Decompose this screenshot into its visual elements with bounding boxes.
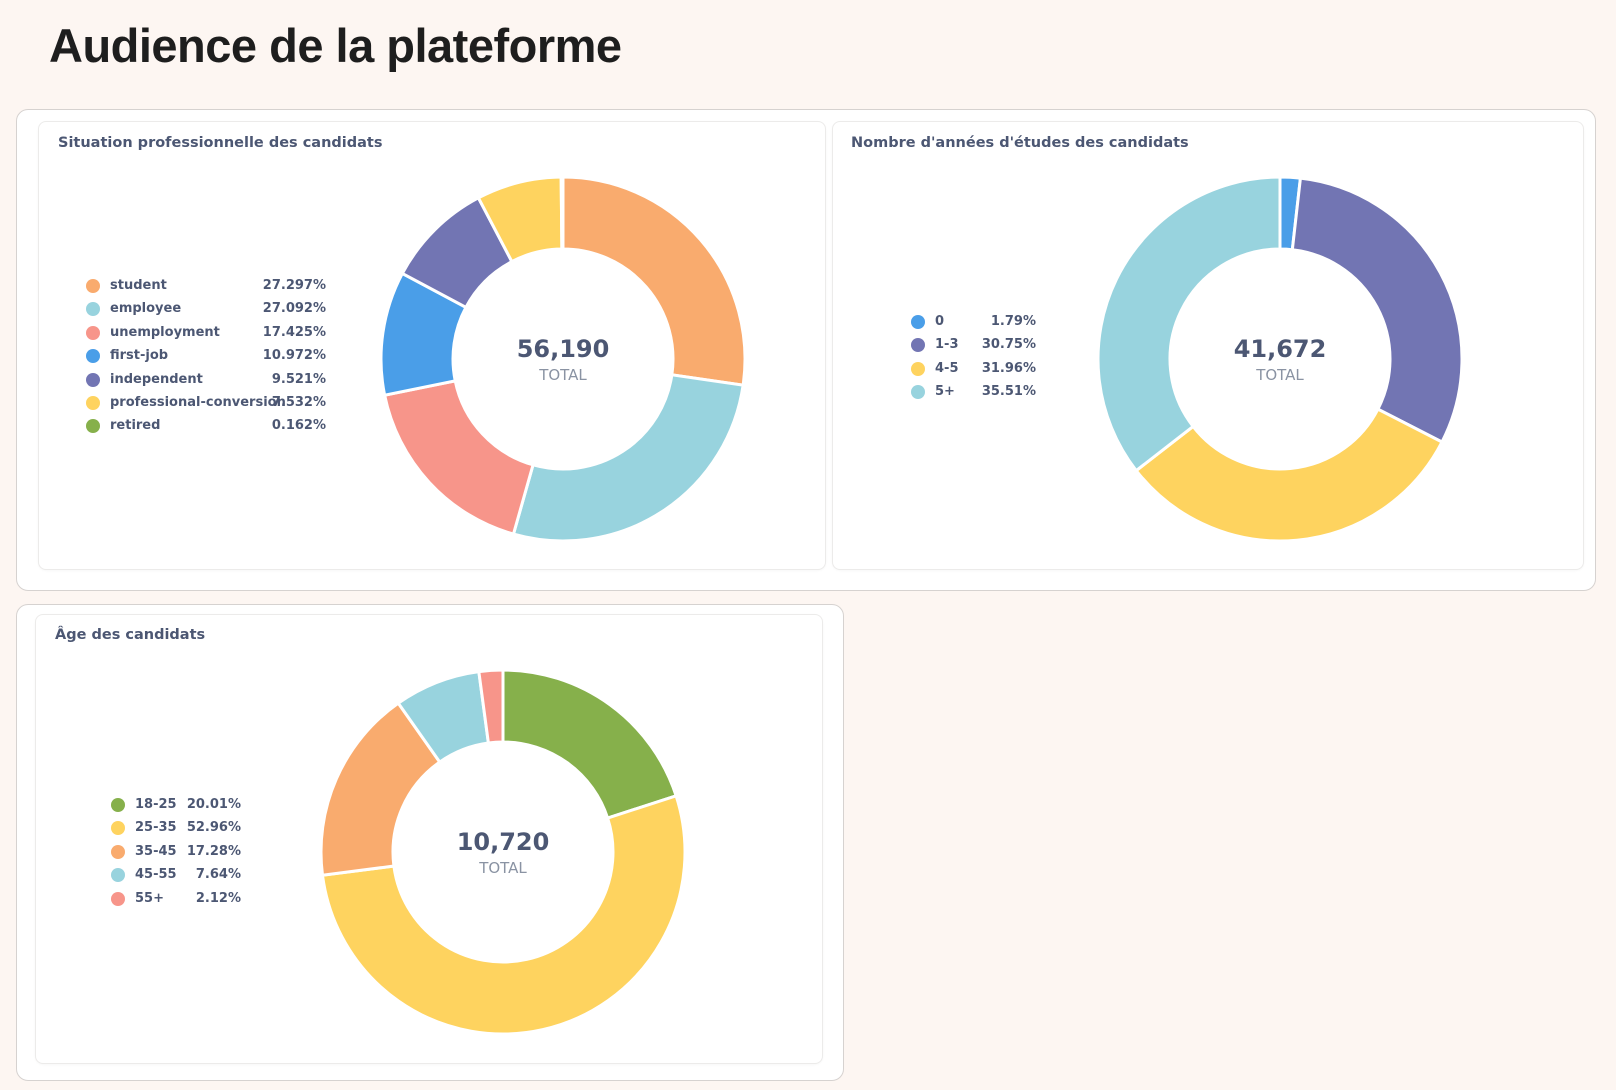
- chart-card-etudes[interactable]: Nombre d'années d'études des candidats 0…: [832, 121, 1584, 570]
- donut-slice-4-5[interactable]: [1134, 407, 1444, 543]
- legend-item-professional-conversion[interactable]: professional-conversion 7.532%: [86, 393, 326, 413]
- card-title-etudes: Nombre d'années d'études des candidats: [851, 135, 1189, 151]
- legend-percentage: 35.51%: [981, 384, 1036, 400]
- legend-swatch: [911, 385, 925, 400]
- legend-swatch: [86, 396, 100, 410]
- legend-swatch: [911, 315, 925, 329]
- donut-total-label: TOTAL: [478, 859, 527, 877]
- legend-label: first-job: [110, 348, 169, 364]
- legend-swatch: [111, 821, 125, 836]
- legend-percentage: 7.532%: [271, 395, 326, 410]
- legend-item-45-55[interactable]: 45-55 7.64%: [111, 865, 241, 885]
- legend-label: 55+: [135, 890, 164, 906]
- legend-percentage: 17.28%: [186, 843, 241, 859]
- donut-chart-age: 10,720 TOTAL: [319, 668, 687, 1036]
- legend-item-4-5[interactable]: 4-5 31.96%: [911, 359, 1036, 379]
- legend-swatch: [86, 349, 100, 364]
- legend-percentage: 27.092%: [262, 301, 326, 317]
- donut-total-value: 56,190: [517, 335, 610, 363]
- legend-percentage: 52.96%: [186, 820, 241, 836]
- page-title: Audience de la plateforme: [49, 19, 622, 72]
- legend-percentage: 7.64%: [195, 867, 241, 883]
- legend-label: 25-35: [135, 820, 177, 836]
- legend-percentage: 1.79%: [990, 314, 1036, 329]
- legend-label: retired: [110, 418, 161, 434]
- donut-slice-student[interactable]: [561, 175, 747, 387]
- legend-age: 18-25 20.01% 25-35 52.96% 35-45 17.28% 45-55 7.…: [111, 795, 241, 915]
- legend-swatch: [86, 372, 100, 387]
- legend-item-5[interactable]: 5+ 35.51%: [911, 382, 1036, 402]
- donut-slice-55[interactable]: [477, 668, 505, 745]
- donut-slice-unemployment[interactable]: [382, 379, 535, 536]
- legend-swatch: [86, 325, 100, 340]
- legend-label: 18-25: [135, 797, 177, 812]
- legend-swatch: [111, 844, 125, 859]
- donut-chart-situation: 56,190 TOTAL: [379, 175, 747, 543]
- card-title-situation: Situation professionnelle des candidats: [58, 135, 383, 151]
- donut-total-value: 41,672: [1234, 335, 1327, 363]
- legend-item-retired[interactable]: retired 0.162%: [86, 416, 326, 436]
- legend-item-employee[interactable]: employee 27.092%: [86, 299, 326, 319]
- donut-slice-retired[interactable]: [559, 175, 565, 251]
- donut-total-value: 10,720: [457, 828, 550, 856]
- legend-percentage: 9.521%: [271, 371, 326, 387]
- legend-label: 5+: [935, 384, 955, 400]
- legend-percentage: 30.75%: [981, 337, 1036, 353]
- donut-slice-25-35[interactable]: [320, 793, 687, 1036]
- legend-item-1-3[interactable]: 1-3 30.75%: [911, 335, 1036, 355]
- legend-swatch: [111, 798, 125, 812]
- legend-item-student[interactable]: student 27.297%: [86, 276, 326, 296]
- legend-label: 1-3: [935, 337, 959, 353]
- legend-swatch: [111, 868, 125, 883]
- donut-slice-1-3[interactable]: [1290, 176, 1464, 445]
- legend-label: unemployment: [110, 324, 220, 340]
- legend-label: professional-conversion: [110, 395, 286, 410]
- legend-item-35-45[interactable]: 35-45 17.28%: [111, 842, 241, 862]
- chart-card-situation[interactable]: Situation professionnelle des candidats …: [38, 121, 826, 570]
- legend-item-unemployment[interactable]: unemployment 17.425%: [86, 323, 326, 343]
- legend-percentage: 10.972%: [262, 348, 326, 364]
- legend-item-55[interactable]: 55+ 2.12%: [111, 889, 241, 909]
- legend-percentage: 0.162%: [271, 418, 326, 434]
- donut-slice-employee[interactable]: [511, 373, 745, 543]
- legend-situation: student 27.297% employee 27.092% unemploymen…: [86, 276, 326, 436]
- donut-total-label: TOTAL: [538, 366, 587, 384]
- legend-label: employee: [110, 301, 182, 317]
- legend-swatch: [911, 361, 925, 376]
- legend-label: 45-55: [135, 867, 177, 883]
- card-title-age: Âge des candidats: [55, 627, 206, 643]
- legend-item-first-job[interactable]: first-job 10.972%: [86, 346, 326, 366]
- legend-label: student: [110, 278, 167, 293]
- legend-item-independent[interactable]: independent 9.521%: [86, 370, 326, 390]
- donut-chart-etudes: 41,672 TOTAL: [1096, 175, 1464, 543]
- legend-item-25-35[interactable]: 25-35 52.96%: [111, 818, 241, 838]
- legend-label: 0: [935, 314, 945, 329]
- legend-label: 35-45: [135, 843, 177, 859]
- chart-card-age[interactable]: Âge des candidats 18-25 20.01% 25-35 52.96%…: [35, 614, 823, 1064]
- donut-slice-5[interactable]: [1096, 175, 1282, 473]
- donut-slice-18-25[interactable]: [501, 668, 679, 820]
- donut-total-label: TOTAL: [1255, 366, 1304, 384]
- legend-percentage: 31.96%: [981, 360, 1036, 376]
- legend-etudes: 0 1.79% 1-3 30.75% 4-5 31.96% 5+ 35.51%: [911, 312, 1036, 412]
- legend-swatch: [86, 279, 100, 293]
- legend-label: 4-5: [935, 360, 959, 376]
- legend-percentage: 27.297%: [262, 278, 326, 293]
- legend-swatch: [111, 891, 125, 906]
- legend-item-18-25[interactable]: 18-25 20.01%: [111, 795, 241, 815]
- legend-percentage: 17.425%: [262, 324, 326, 340]
- legend-item-0[interactable]: 0 1.79%: [911, 312, 1036, 332]
- legend-swatch: [86, 419, 100, 434]
- legend-percentage: 2.12%: [195, 890, 241, 906]
- legend-label: independent: [110, 371, 203, 387]
- legend-percentage: 20.01%: [186, 797, 241, 812]
- legend-swatch: [86, 302, 100, 317]
- legend-swatch: [911, 338, 925, 353]
